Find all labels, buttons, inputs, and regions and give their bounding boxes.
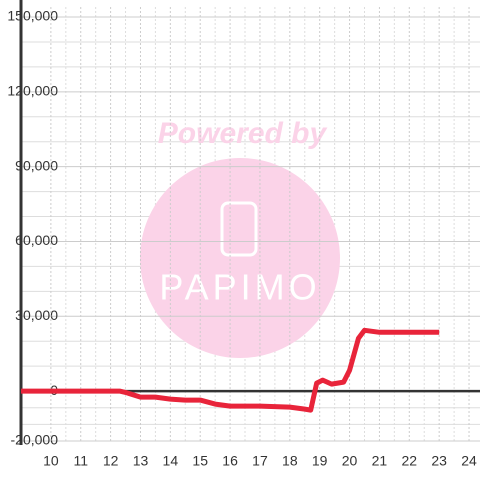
- y-tick-label: 90,000: [15, 157, 58, 173]
- x-tick-label: 12: [103, 453, 119, 469]
- watermark-text: Powered by: [158, 117, 328, 150]
- x-tick-label: 14: [163, 453, 179, 469]
- x-tick-label: 15: [192, 453, 208, 469]
- x-tick-label: 17: [252, 453, 268, 469]
- x-tick-label: 19: [312, 453, 328, 469]
- x-tick-label: 22: [402, 453, 418, 469]
- x-tick-label: 10: [43, 453, 59, 469]
- watermark-icon: [220, 201, 258, 257]
- x-tick-label: 23: [431, 453, 447, 469]
- x-tick-label: 11: [73, 453, 88, 469]
- y-tick-label: 60,000: [15, 232, 58, 248]
- watermark-logo: PAPIMO: [159, 267, 320, 308]
- x-tick-label: 24: [461, 453, 477, 469]
- y-tick-label: 30,000: [15, 307, 58, 323]
- x-tick-label: 18: [282, 453, 298, 469]
- x-tick-label: 21: [372, 453, 388, 469]
- data-line: [21, 327, 440, 413]
- x-tick-label: 16: [222, 453, 238, 469]
- x-tick-label: 13: [133, 453, 149, 469]
- x-tick-label: 20: [342, 453, 358, 469]
